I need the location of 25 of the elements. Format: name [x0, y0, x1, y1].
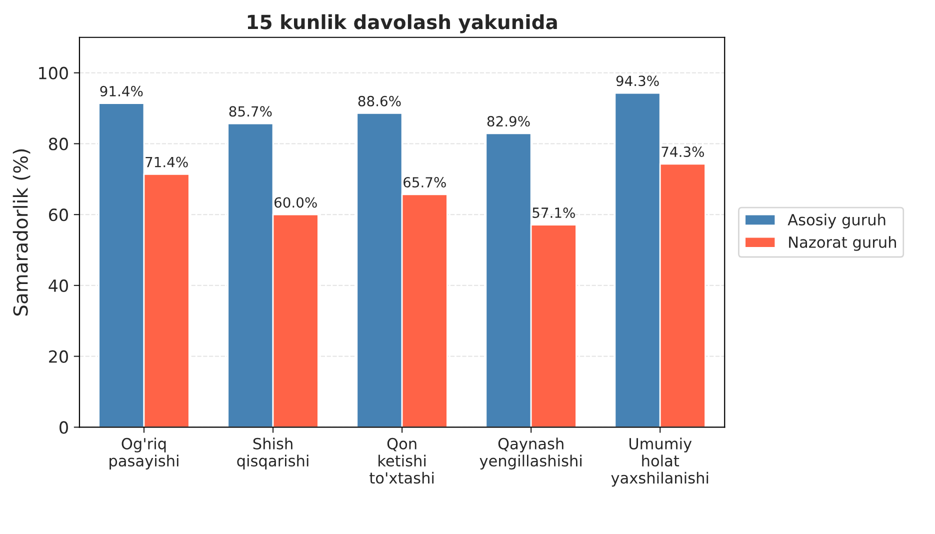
data-label: 91.4%	[100, 86, 143, 96]
y-tick-label: 40	[48, 279, 68, 292]
y-tick-label: 100	[39, 66, 68, 80]
y-axis-title: Samaradorlik (%)	[12, 149, 30, 316]
data-label: 88.6%	[358, 96, 401, 106]
x-tick-label: Qaynash yengillashishi	[480, 438, 582, 470]
x-tick-label: Shish qisqarishi	[237, 438, 308, 470]
data-label: 60.0%	[274, 197, 317, 208]
data-label: 57.1%	[532, 207, 575, 218]
y-tick-label: 20	[49, 350, 68, 363]
legend-label: Asosiy guruh	[788, 214, 886, 228]
data-label: 82.9%	[487, 116, 530, 127]
x-tick-label: Umumiy holat yaxshilanishi	[611, 438, 708, 487]
x-tick-label: Og'riq pasayishi	[110, 438, 178, 470]
y-tick-label: 60	[49, 208, 68, 222]
data-label: 85.7%	[229, 106, 272, 117]
legend-label: Nazorat guruh	[789, 236, 896, 251]
data-label: 94.3%	[616, 76, 659, 86]
data-label: 71.4%	[146, 156, 188, 168]
x-tick-label: Qon ketishi to'xtashi	[370, 438, 434, 484]
data-label: 74.3%	[662, 146, 704, 158]
data-label: 65.7%	[404, 177, 446, 188]
y-tick-label: 0	[60, 421, 68, 434]
y-tick-label: 80	[48, 138, 68, 150]
chart-title: 15 kunlik davolash yakunida	[248, 14, 557, 34]
